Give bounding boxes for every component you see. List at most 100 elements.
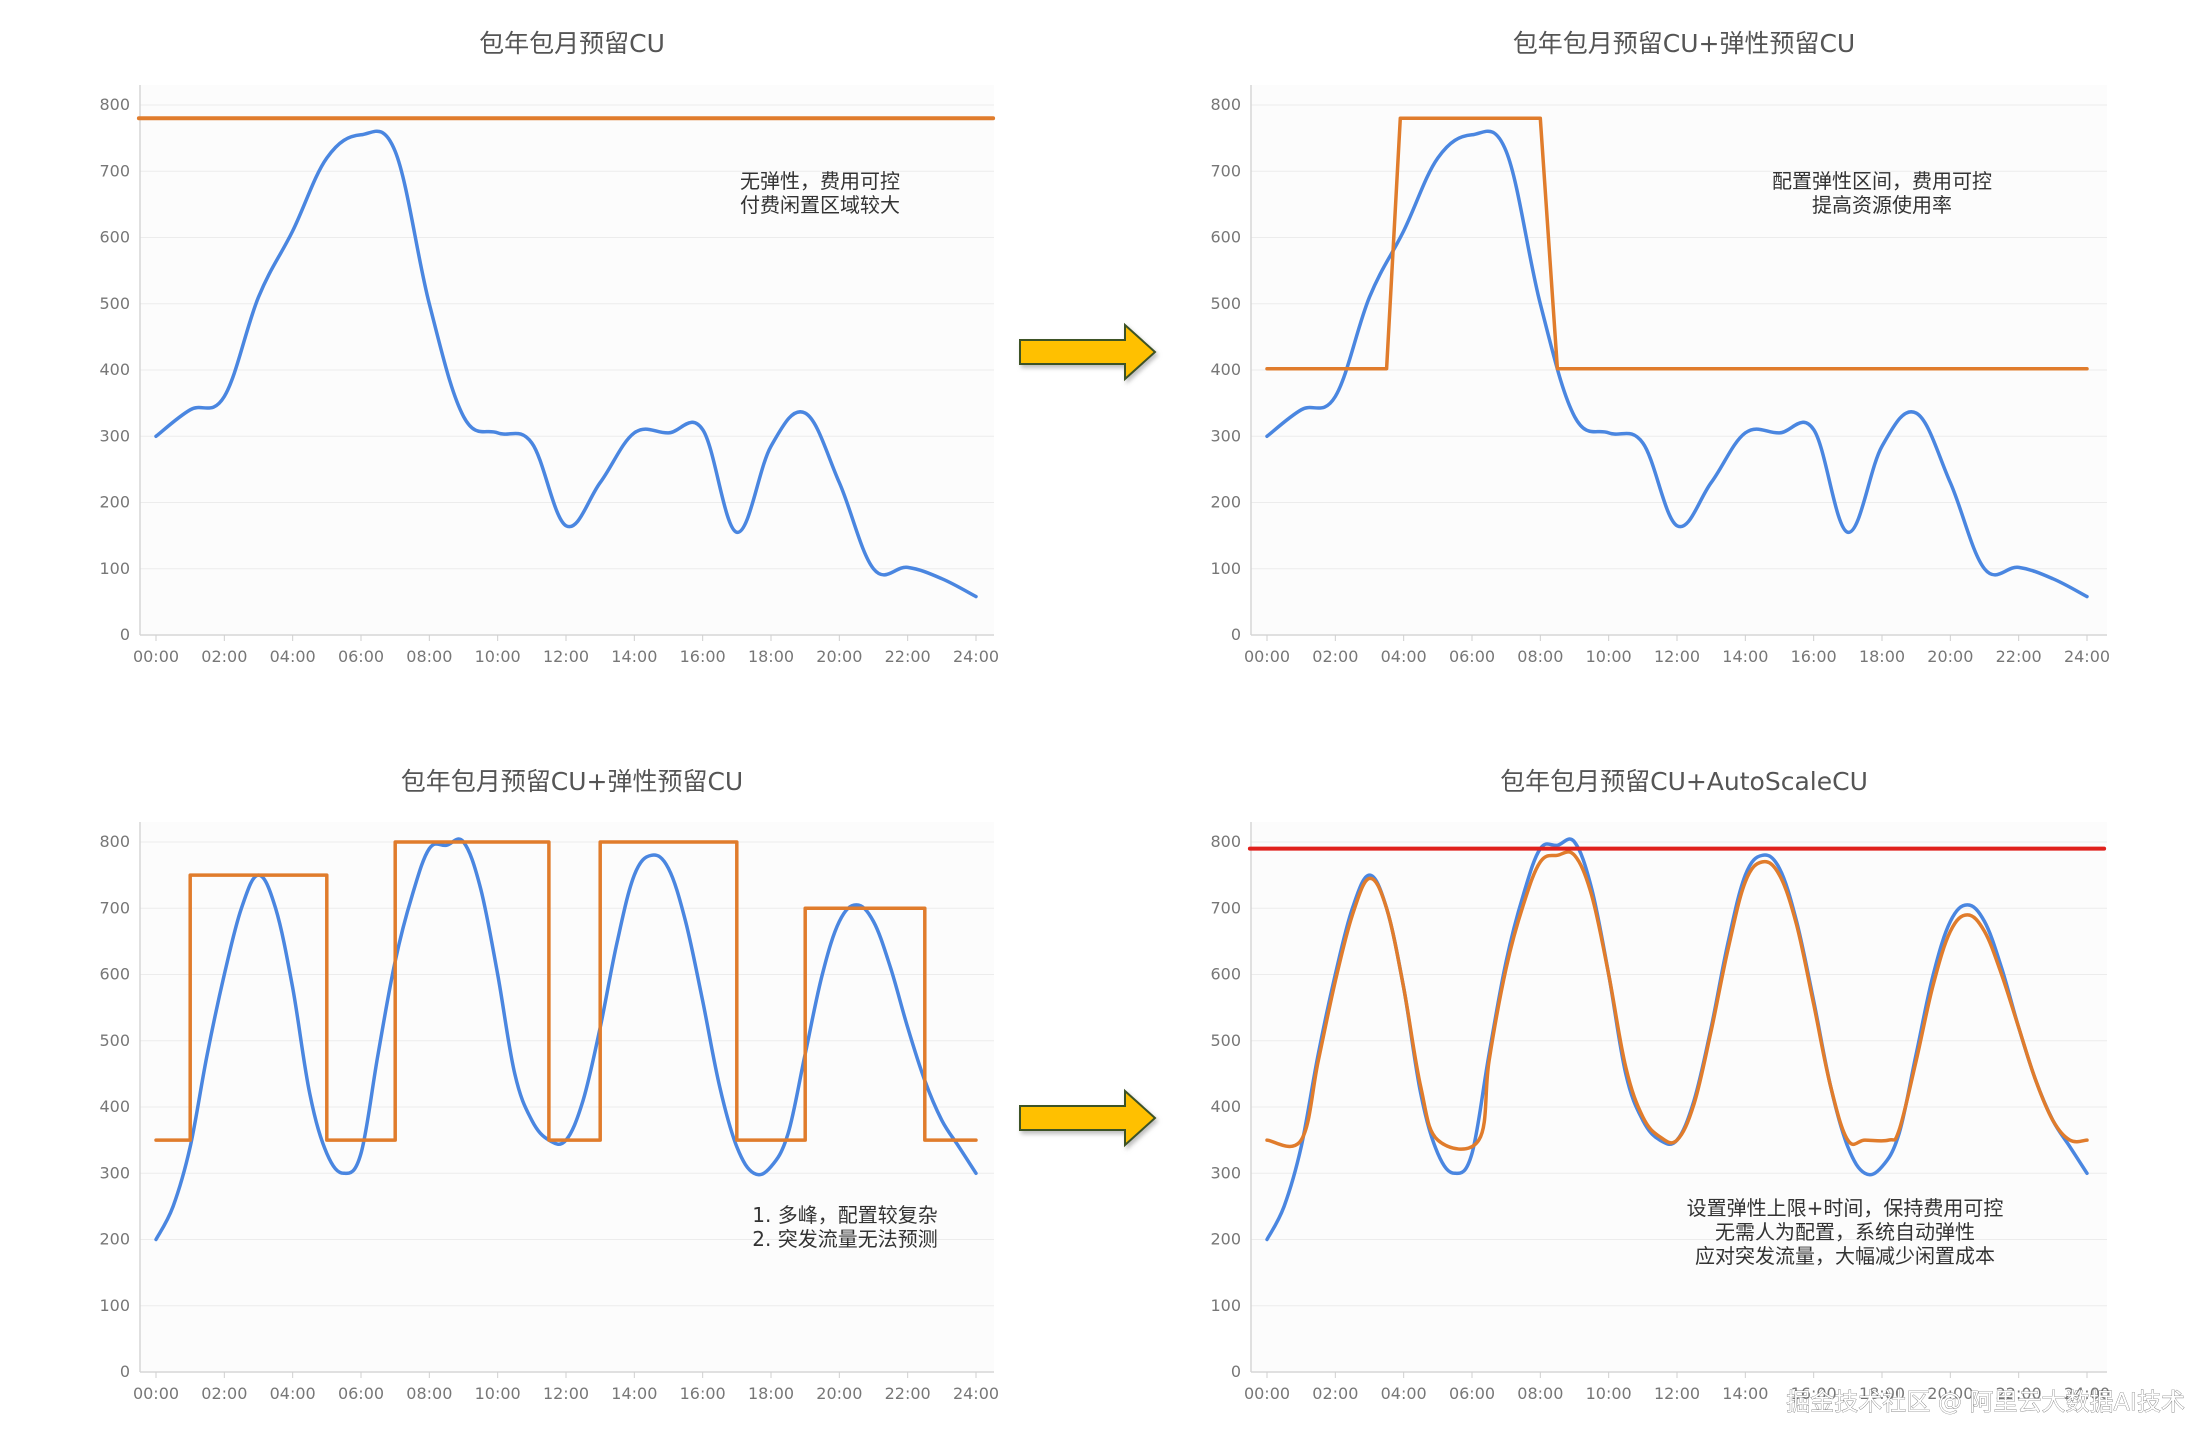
y-tick-label: 600 bbox=[1210, 965, 1241, 984]
y-tick-label: 200 bbox=[1210, 1230, 1241, 1249]
x-tick-label: 22:00 bbox=[885, 1384, 931, 1403]
x-tick-label: 24:00 bbox=[2064, 1384, 2110, 1403]
x-tick-label: 24:00 bbox=[2064, 647, 2110, 666]
y-tick-label: 800 bbox=[1210, 832, 1241, 851]
y-tick-label: 800 bbox=[1210, 95, 1241, 114]
x-tick-label: 02:00 bbox=[201, 647, 247, 666]
chart-annotation: 2. 突发流量无法预测 bbox=[752, 1227, 937, 1251]
x-tick-label: 00:00 bbox=[133, 647, 179, 666]
x-tick-label: 16:00 bbox=[1791, 1384, 1837, 1403]
x-tick-label: 10:00 bbox=[475, 1384, 521, 1403]
x-tick-label: 14:00 bbox=[1722, 647, 1768, 666]
y-tick-label: 400 bbox=[99, 1097, 130, 1116]
y-tick-label: 700 bbox=[1210, 161, 1241, 180]
chart-annotation: 付费闲置区域较大 bbox=[740, 193, 900, 217]
chart-annotation: 配置弹性区间，费用可控 bbox=[1772, 169, 1992, 193]
y-tick-label: 700 bbox=[99, 161, 130, 180]
x-tick-label: 18:00 bbox=[748, 647, 794, 666]
x-tick-label: 02:00 bbox=[1312, 1384, 1358, 1403]
x-tick-label: 00:00 bbox=[1244, 647, 1290, 666]
y-tick-label: 600 bbox=[99, 965, 130, 984]
series-line-reserved bbox=[1265, 116, 2089, 371]
y-tick-label: 100 bbox=[99, 559, 130, 578]
plot-area bbox=[140, 822, 994, 1372]
y-tick-label: 500 bbox=[99, 1031, 130, 1050]
x-tick-label: 16:00 bbox=[680, 1384, 726, 1403]
series-line-usage bbox=[154, 837, 978, 1242]
series-line-usage bbox=[1265, 129, 2089, 599]
y-tick-label: 200 bbox=[99, 493, 130, 512]
arrow-right-icon bbox=[1019, 322, 1157, 382]
x-tick-label: 18:00 bbox=[748, 1384, 794, 1403]
x-tick-label: 22:00 bbox=[885, 647, 931, 666]
chart-title: 包年包月预留CU+弹性预留CU bbox=[401, 767, 743, 796]
x-tick-label: 02:00 bbox=[201, 1384, 247, 1403]
series-line-usage bbox=[154, 129, 978, 599]
x-tick-label: 12:00 bbox=[1654, 1384, 1700, 1403]
x-tick-label: 18:00 bbox=[1859, 1384, 1905, 1403]
x-tick-label: 20:00 bbox=[1927, 1384, 1973, 1403]
x-tick-label: 06:00 bbox=[1449, 647, 1495, 666]
y-tick-label: 400 bbox=[99, 360, 130, 379]
y-tick-label: 300 bbox=[1210, 1163, 1241, 1182]
plot-area bbox=[140, 85, 994, 635]
y-tick-label: 500 bbox=[1210, 1031, 1241, 1050]
x-tick-label: 22:00 bbox=[1996, 647, 2042, 666]
y-tick-label: 700 bbox=[1210, 898, 1241, 917]
x-tick-label: 16:00 bbox=[1791, 647, 1837, 666]
x-tick-label: 04:00 bbox=[270, 1384, 316, 1403]
y-tick-label: 200 bbox=[1210, 493, 1241, 512]
chart-annotation: 提高资源使用率 bbox=[1812, 193, 1952, 217]
y-tick-label: 600 bbox=[1210, 228, 1241, 247]
y-tick-label: 400 bbox=[1210, 1097, 1241, 1116]
x-tick-label: 16:00 bbox=[680, 647, 726, 666]
chart-annotation: 无弹性，费用可控 bbox=[740, 169, 900, 193]
y-tick-label: 300 bbox=[99, 426, 130, 445]
y-tick-label: 500 bbox=[99, 294, 130, 313]
y-tick-label: 500 bbox=[1210, 294, 1241, 313]
plot-area bbox=[1251, 85, 2107, 635]
y-tick-label: 0 bbox=[120, 625, 130, 644]
chart-title: 包年包月预留CU+AutoScaleCU bbox=[1500, 767, 1868, 796]
x-tick-label: 06:00 bbox=[1449, 1384, 1495, 1403]
x-tick-label: 04:00 bbox=[1381, 1384, 1427, 1403]
chart-panel: 0 100 200 300 400 500 600 700 800 00:00 02:00 04:00… bbox=[99, 29, 999, 666]
y-tick-label: 800 bbox=[99, 95, 130, 114]
arrow-right-icon bbox=[1019, 1088, 1157, 1148]
watermark: 掘金技术社区 @ 阿里云大数据AI技术 bbox=[1786, 1388, 2185, 1416]
x-tick-label: 08:00 bbox=[1517, 1384, 1563, 1403]
y-tick-label: 100 bbox=[1210, 1296, 1241, 1315]
x-tick-label: 12:00 bbox=[543, 1384, 589, 1403]
series-line-autoscale bbox=[1265, 850, 2089, 1151]
y-tick-label: 700 bbox=[99, 898, 130, 917]
x-tick-label: 14:00 bbox=[1722, 1384, 1768, 1403]
x-tick-label: 12:00 bbox=[1654, 647, 1700, 666]
series-line-reserved bbox=[154, 840, 978, 1142]
y-tick-label: 0 bbox=[1231, 625, 1241, 644]
x-tick-label: 06:00 bbox=[338, 1384, 384, 1403]
chart-annotation: 设置弹性上限+时间，保持费用可控 bbox=[1687, 1196, 2004, 1220]
chart-title: 包年包月预留CU bbox=[479, 29, 665, 58]
x-tick-label: 02:00 bbox=[1312, 647, 1358, 666]
x-tick-label: 00:00 bbox=[133, 1384, 179, 1403]
chart-panel: 0 100 200 300 400 500 600 700 800 00:00 02:00 04:00… bbox=[99, 767, 999, 1403]
x-tick-label: 24:00 bbox=[953, 1384, 999, 1403]
y-tick-label: 800 bbox=[99, 832, 130, 851]
y-tick-label: 100 bbox=[1210, 559, 1241, 578]
y-tick-label: 100 bbox=[99, 1296, 130, 1315]
x-tick-label: 08:00 bbox=[406, 647, 452, 666]
x-tick-label: 10:00 bbox=[1586, 647, 1632, 666]
chart-title: 包年包月预留CU+弹性预留CU bbox=[1513, 29, 1855, 58]
y-tick-label: 400 bbox=[1210, 360, 1241, 379]
x-tick-label: 08:00 bbox=[1517, 647, 1563, 666]
x-tick-label: 08:00 bbox=[406, 1384, 452, 1403]
chart-panel: 0 100 200 300 400 500 600 700 800 00:00 02:00 04:00… bbox=[1210, 767, 2110, 1403]
plot-area bbox=[1251, 822, 2107, 1372]
x-tick-label: 00:00 bbox=[1244, 1384, 1290, 1403]
x-tick-label: 10:00 bbox=[475, 647, 521, 666]
x-tick-label: 20:00 bbox=[1927, 647, 1973, 666]
x-tick-label: 04:00 bbox=[270, 647, 316, 666]
y-tick-label: 0 bbox=[120, 1362, 130, 1381]
y-tick-label: 600 bbox=[99, 228, 130, 247]
